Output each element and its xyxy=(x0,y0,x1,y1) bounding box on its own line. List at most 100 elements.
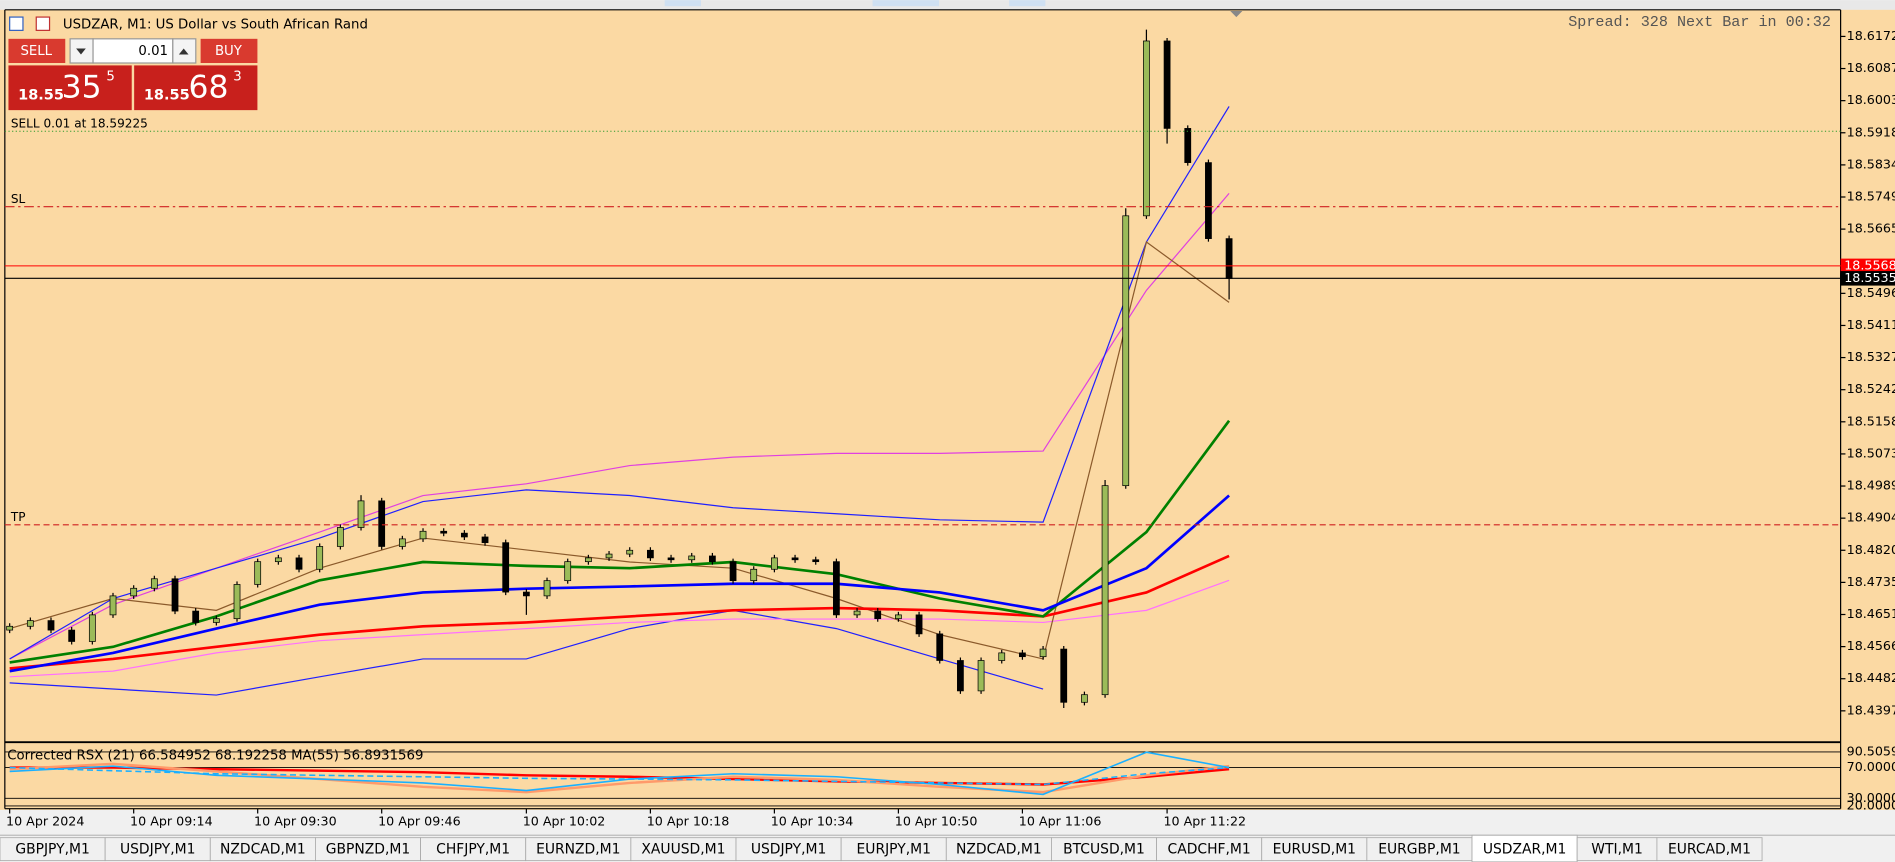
toolbar-button[interactable] xyxy=(872,0,940,7)
tab-label[interactable]: GBPNZD,M1 xyxy=(326,842,410,858)
tabs: GBPJPY,M1 USDJPY,M1 NZDCAD,M1 GBPNZD,M1 CHFJ… xyxy=(0,834,1763,862)
candle-body xyxy=(1019,652,1026,658)
candle-body xyxy=(522,591,530,597)
y-tick-label: 18.49890 xyxy=(1847,478,1895,493)
tab-label[interactable]: USDZAR,M1 xyxy=(1483,842,1567,858)
buy-label[interactable]: BUY xyxy=(215,44,243,59)
candle-body xyxy=(130,587,138,597)
candle-body xyxy=(729,561,737,582)
sub-tick-label: 70.00000 xyxy=(1847,759,1895,774)
candle-body xyxy=(440,530,448,534)
buy-price-big: 68 xyxy=(189,69,229,105)
toolbar-button[interactable] xyxy=(1009,0,1046,7)
sell-label[interactable]: SELL xyxy=(20,44,52,59)
tab-label[interactable]: GBPJPY,M1 xyxy=(15,842,89,858)
candle-body xyxy=(1122,215,1130,487)
candle-body xyxy=(109,595,117,616)
candle-body xyxy=(47,620,55,631)
candle-body xyxy=(88,614,96,642)
candle-body xyxy=(791,557,799,561)
indicator-line xyxy=(9,579,1230,678)
sub-tick-label: 30.00000 xyxy=(1847,790,1895,805)
level-label: TP xyxy=(10,510,26,524)
tab-label[interactable]: EURCAD,M1 xyxy=(1668,842,1751,858)
candle-body xyxy=(212,618,220,623)
buy-price-box[interactable] xyxy=(134,65,258,111)
tab-label[interactable]: EURUSD,M1 xyxy=(1273,842,1356,858)
candle-body xyxy=(812,559,820,563)
indicator-pane xyxy=(4,751,1841,807)
indicator-line xyxy=(9,494,1230,673)
candle-body xyxy=(316,546,324,570)
tab-label[interactable]: WTI,M1 xyxy=(1591,842,1642,858)
candle-body xyxy=(874,610,882,620)
candle-body xyxy=(564,561,572,582)
candle-body xyxy=(1184,128,1192,163)
tab[interactable] xyxy=(1656,837,1763,862)
price-tag xyxy=(1840,258,1895,274)
candle-body xyxy=(1039,648,1047,658)
sell-price-big: 35 xyxy=(62,69,102,105)
symbol-label: USDZAR, M1: US Dollar vs South African R… xyxy=(63,17,368,32)
tab-label[interactable]: EURJPY,M1 xyxy=(857,842,931,858)
candle-body xyxy=(605,553,613,559)
candle-body xyxy=(398,538,406,547)
lot-value[interactable]: 0.01 xyxy=(138,44,168,59)
y-tick-label: 18.48200 xyxy=(1847,542,1895,557)
candle-body xyxy=(915,614,923,635)
candle-body xyxy=(502,542,510,593)
x-tick-label: 10 Apr 10:18 xyxy=(647,813,730,828)
candle-body xyxy=(150,578,158,589)
tab-label[interactable]: XAUUSD,M1 xyxy=(641,842,725,858)
sub-line xyxy=(9,762,1230,794)
x-tick-label: 10 Apr 2024 xyxy=(6,813,84,828)
tab-label[interactable]: USDJPY,M1 xyxy=(120,842,196,858)
tab-label[interactable]: CADCHF,M1 xyxy=(1168,842,1251,858)
level-label: SELL 0.01 at 18.59225 xyxy=(11,117,148,131)
y-tick-label: 18.53270 xyxy=(1847,349,1895,364)
lot-input[interactable] xyxy=(92,38,174,64)
indicator-line xyxy=(9,609,1044,696)
y-tick-label: 18.58340 xyxy=(1847,156,1895,171)
buy-button[interactable] xyxy=(200,38,258,63)
y-tick-label: 18.54115 xyxy=(1847,317,1895,332)
candle-body xyxy=(646,549,654,559)
y-tick-label: 18.56650 xyxy=(1847,221,1895,236)
tab[interactable] xyxy=(1471,834,1578,862)
candle-body xyxy=(1163,40,1171,129)
tab-label[interactable]: NZDCAD,M1 xyxy=(220,842,306,858)
y-tick-label: 18.50735 xyxy=(1847,445,1895,460)
candle-body xyxy=(1101,485,1109,696)
x-tick-label: 10 Apr 10:50 xyxy=(895,813,978,828)
y-tick-label: 18.52425 xyxy=(1847,381,1895,396)
toolbar-button[interactable] xyxy=(664,0,701,7)
toolbar-strip xyxy=(0,0,1895,10)
y-tick-label: 18.61720 xyxy=(1847,28,1895,43)
tab-label[interactable]: BTCUSD,M1 xyxy=(1063,842,1145,858)
y-tick-label: 18.44820 xyxy=(1847,670,1895,685)
sub-tick-label: 20.00000 xyxy=(1847,797,1895,812)
tab-label[interactable]: EURNZD,M1 xyxy=(536,842,620,858)
tab-label[interactable]: CHFJPY,M1 xyxy=(436,842,510,858)
sell-button[interactable] xyxy=(8,38,66,63)
sell-price-box[interactable] xyxy=(8,65,132,111)
candle-body xyxy=(6,625,14,631)
candle-body xyxy=(336,527,344,547)
candle-body xyxy=(709,555,716,563)
candle-body xyxy=(667,557,675,561)
candle-body xyxy=(750,568,758,582)
candle-body xyxy=(233,584,241,620)
candle-body xyxy=(192,610,200,623)
shift-marker xyxy=(1230,11,1243,18)
y-tick-label: 18.45665 xyxy=(1847,638,1895,653)
y-tick-label: 18.47355 xyxy=(1847,574,1895,589)
candle-body xyxy=(357,500,365,528)
candle-body xyxy=(1060,648,1068,703)
tab-label[interactable]: USDJPY,M1 xyxy=(751,842,827,858)
tab-label[interactable]: NZDCAD,M1 xyxy=(956,842,1042,858)
indicator-line xyxy=(9,106,1230,660)
y-tick-label: 18.49045 xyxy=(1847,510,1895,525)
candle-body xyxy=(254,561,262,585)
indicator-label: Corrected RSX (21) 66.584952 68.192258 M… xyxy=(7,748,423,763)
tab-label[interactable]: EURGBP,M1 xyxy=(1378,842,1460,858)
